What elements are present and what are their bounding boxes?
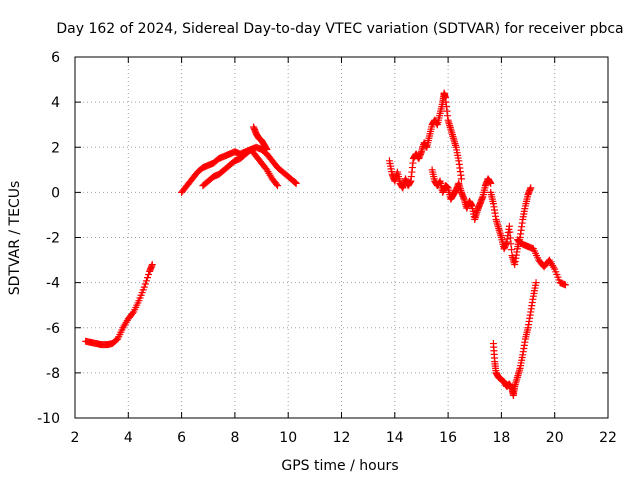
chart-title: Day 162 of 2024, Sidereal Day-to-day VTE… [56,21,623,37]
data-point [292,179,300,187]
grid [75,57,608,418]
data-point [142,277,150,285]
data-point [561,281,569,289]
x-tick-label: 14 [386,430,404,446]
data-point [527,184,535,192]
x-tick-label: 6 [177,430,186,446]
series-segment-3a [385,89,465,192]
y-tick-label: 6 [51,50,60,66]
series-segment-2c [250,123,271,154]
data-point [141,280,149,288]
y-tick-label: 4 [51,95,60,111]
x-tick-label: 10 [279,430,297,446]
data-point [145,271,153,279]
x-tick-label: 2 [71,430,80,446]
data-point [507,240,515,248]
axis-ticks [74,56,609,419]
y-tick-label: -4 [46,276,60,292]
data-point [148,261,156,269]
data-point [487,179,495,187]
data-point [457,175,465,183]
y-tick-label: 0 [51,185,60,201]
series-segment-3c [487,184,535,269]
data-point [506,234,514,242]
series-segment-2b [199,143,300,190]
y-axis-label: SDTVAR / TECUs [7,181,23,296]
data-point [506,228,514,236]
data-point [508,246,516,254]
x-tick-label: 12 [333,430,351,446]
y-tick-labels: -10 -8 -6 -4 -2 0 2 4 6 [37,50,60,427]
x-tick-labels: 2 4 6 8 10 12 14 16 18 20 22 [71,430,617,446]
y-tick-label: -6 [46,321,60,337]
series-segment-3b [428,166,495,223]
series-segment-1 [82,261,156,349]
y-tick-label: 2 [51,140,60,156]
data-point [532,279,540,287]
x-tick-label: 4 [124,430,133,446]
data-point [505,222,513,230]
y-tick-label: -10 [37,411,60,427]
x-tick-label: 22 [599,430,617,446]
series-segment-3d [513,236,569,289]
series-segment-3e [489,279,540,399]
data-point [129,309,137,317]
data-points [82,89,569,399]
data-point [272,180,280,188]
x-axis-label: GPS time / hours [281,458,398,474]
data-point [274,182,282,190]
data-point [140,283,148,291]
x-tick-label: 20 [546,430,564,446]
y-tick-label: -8 [46,366,60,382]
x-tick-label: 8 [230,430,239,446]
y-tick-label: -2 [46,231,60,247]
x-tick-label: 16 [439,430,457,446]
x-tick-label: 18 [492,430,510,446]
data-point [263,146,271,154]
data-point [143,274,151,282]
